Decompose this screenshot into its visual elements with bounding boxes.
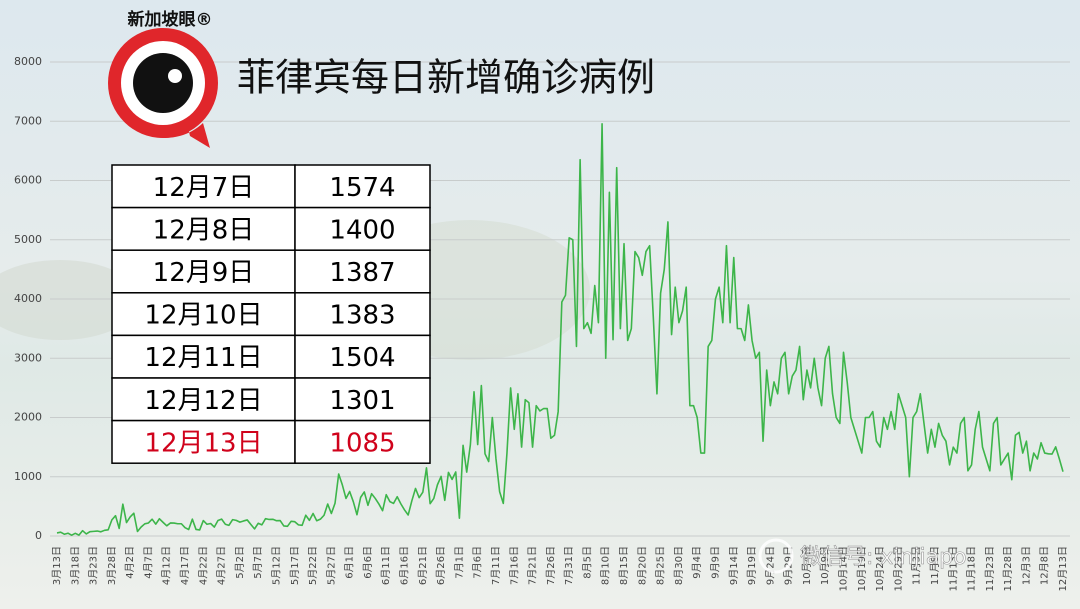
x-tick-label: 8月10日: [600, 546, 612, 585]
x-tick-label: 8月30日: [673, 546, 685, 585]
x-tick-label: 5月7日: [252, 546, 264, 579]
x-tick-label: 9月24日: [764, 546, 776, 585]
table-date: 12月10日: [144, 301, 262, 331]
x-tick-label: 7月6日: [472, 546, 484, 579]
x-tick-label: 10月24日: [874, 546, 886, 591]
x-tick-label: 6月11日: [380, 546, 392, 585]
x-tick-label: 3月13日: [51, 546, 63, 585]
y-tick-label: 0: [35, 529, 42, 542]
x-tick-label: 11月18日: [966, 546, 978, 591]
table-date: 12月9日: [153, 258, 255, 288]
x-tick-label: 10月9日: [819, 546, 831, 585]
y-tick-label: 5000: [14, 233, 42, 246]
x-tick-label: 4月12日: [161, 546, 173, 585]
x-tick-label: 5月12日: [270, 546, 282, 585]
island-decor: [0, 260, 140, 340]
x-tick-label: 4月2日: [124, 546, 136, 579]
table-value: 1504: [329, 343, 395, 373]
x-tick-label: 6月6日: [362, 546, 374, 579]
x-tick-label: 5月17日: [289, 546, 301, 585]
x-tick-label: 11月28日: [1002, 546, 1014, 591]
x-tick-label: 9月9日: [709, 546, 721, 579]
x-tick-label: 7月11日: [490, 546, 502, 585]
logo-highlight: [168, 69, 182, 83]
x-tick-label: 5月2日: [234, 546, 246, 579]
x-tick-label: 9月14日: [728, 546, 740, 585]
logo: 新加坡眼®: [108, 9, 218, 148]
x-tick-label: 11月23日: [984, 546, 996, 591]
data-line: [56, 122, 1064, 536]
table-value: 1387: [329, 258, 395, 288]
x-tick-label: 3月18日: [69, 546, 81, 585]
logo-eye: [133, 53, 193, 113]
table-value: 1085: [329, 428, 395, 458]
x-tick-label: 5月22日: [307, 546, 319, 585]
table-cell: [294, 249, 431, 294]
x-tick-label: 9月4日: [691, 546, 703, 579]
x-tick-label: 10月14日: [838, 546, 850, 591]
x-tick-label: 6月1日: [344, 546, 356, 579]
x-tick-label: 3月23日: [88, 546, 100, 585]
x-tick-label: 4月27日: [216, 546, 228, 585]
y-tick-label: 3000: [14, 351, 42, 364]
x-tick-label: 5月27日: [325, 546, 337, 585]
x-tick-label: 4月22日: [197, 546, 209, 585]
x-tick-label: 7月16日: [508, 546, 520, 585]
logo-text: 新加坡眼®: [128, 9, 213, 30]
x-tick-label: 10月19日: [856, 546, 868, 591]
table-cell: [294, 292, 431, 337]
x-tick-label: 11月13日: [947, 546, 959, 591]
y-tick-label: 2000: [14, 411, 42, 424]
x-tick-label: 3月28日: [106, 546, 118, 585]
x-tick-label: 12月8日: [1039, 546, 1051, 585]
x-tick-label: 6月26日: [435, 546, 447, 585]
table-date: 12月7日: [153, 173, 255, 203]
x-tick-label: 12月3日: [1020, 546, 1032, 585]
x-tick-label: 4月7日: [142, 546, 154, 579]
table-value: 1400: [329, 215, 395, 245]
x-tick-label: 7月26日: [545, 546, 557, 585]
x-tick-label: 8月20日: [636, 546, 648, 585]
x-tick-label: 6月16日: [399, 546, 411, 585]
x-tick-label: 10月4日: [801, 546, 813, 585]
table-cell: [111, 377, 296, 422]
x-tick-label: 8月15日: [618, 546, 630, 585]
table-cell: [111, 206, 296, 251]
x-tick-label: 11月3日: [911, 546, 923, 585]
table-date: 12月13日: [144, 428, 262, 458]
table-cell: [294, 419, 431, 464]
watermark: 微信号: xinjiapo: [758, 538, 967, 574]
table-cell: [294, 164, 431, 209]
table-date: 12月11日: [144, 343, 262, 373]
x-tick-label: 12月13日: [1057, 546, 1069, 591]
table-date: 12月12日: [144, 386, 262, 416]
y-tick-label: 1000: [14, 470, 42, 483]
x-tick-label: 7月21日: [527, 546, 539, 585]
table-value: 1574: [329, 173, 395, 203]
table-cell: [294, 334, 431, 379]
x-tick-label: 9月19日: [746, 546, 758, 585]
y-tick-label: 6000: [14, 174, 42, 187]
x-tick-label: 8月5日: [581, 546, 593, 579]
x-tick-label: 7月31日: [563, 546, 575, 585]
watermark-icon: [758, 538, 794, 574]
x-tick-label: 8月25日: [655, 546, 667, 585]
table-cell: [111, 292, 296, 337]
table-cell: [294, 377, 431, 422]
chart-title: 菲律宾每日新增确诊病例: [237, 56, 655, 100]
x-tick-label: 10月29日: [892, 546, 904, 591]
y-tick-label: 4000: [14, 292, 42, 305]
x-tick-label: 7月1日: [453, 546, 465, 579]
y-tick-label: 8000: [14, 55, 42, 68]
x-tick-label: 11月8日: [929, 546, 941, 585]
x-tick-label: 4月17日: [179, 546, 191, 585]
watermark-text: 微信号: xinjiapo: [800, 545, 967, 570]
y-tick-label: 7000: [14, 114, 42, 127]
x-tick-label: 6月21日: [417, 546, 429, 585]
table-value: 1301: [329, 386, 395, 416]
table-value: 1383: [329, 301, 395, 331]
table-date: 12月8日: [153, 215, 255, 245]
table-cell: [111, 334, 296, 379]
